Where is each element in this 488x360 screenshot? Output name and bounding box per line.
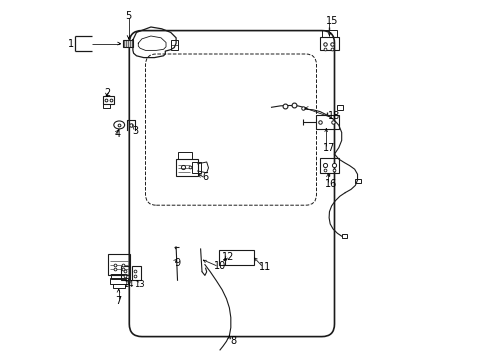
- Bar: [219, 250, 253, 265]
- Text: 16: 16: [324, 179, 336, 189]
- Text: 4: 4: [115, 129, 121, 139]
- Text: 14: 14: [122, 280, 133, 289]
- Text: 6: 6: [202, 172, 208, 182]
- Bar: [121, 266, 130, 280]
- Text: 10: 10: [213, 261, 225, 271]
- Bar: [123, 40, 133, 47]
- Text: 11: 11: [259, 262, 271, 272]
- Bar: [113, 284, 124, 288]
- Bar: [111, 274, 126, 279]
- Bar: [178, 152, 192, 159]
- Text: 1: 1: [68, 39, 74, 49]
- Text: 9: 9: [175, 258, 181, 268]
- Bar: [355, 179, 361, 183]
- Text: 12: 12: [222, 252, 234, 262]
- Text: 7: 7: [115, 296, 122, 306]
- Text: 17: 17: [322, 143, 335, 153]
- Bar: [336, 105, 343, 110]
- Bar: [109, 278, 128, 284]
- Bar: [321, 30, 336, 37]
- Text: 2: 2: [103, 88, 110, 98]
- Text: 5: 5: [125, 11, 131, 21]
- Bar: [341, 234, 347, 238]
- Text: 8: 8: [229, 336, 236, 346]
- Bar: [320, 37, 338, 50]
- Text: 13: 13: [133, 280, 144, 289]
- Bar: [170, 40, 178, 50]
- Text: 18: 18: [327, 111, 339, 121]
- Bar: [320, 158, 338, 173]
- Bar: [315, 115, 339, 129]
- Bar: [103, 104, 110, 108]
- Bar: [132, 266, 141, 280]
- Text: 3: 3: [132, 126, 138, 136]
- Bar: [103, 96, 114, 104]
- Bar: [192, 162, 201, 173]
- Bar: [107, 254, 130, 275]
- Text: 15: 15: [325, 16, 338, 26]
- Bar: [176, 159, 197, 176]
